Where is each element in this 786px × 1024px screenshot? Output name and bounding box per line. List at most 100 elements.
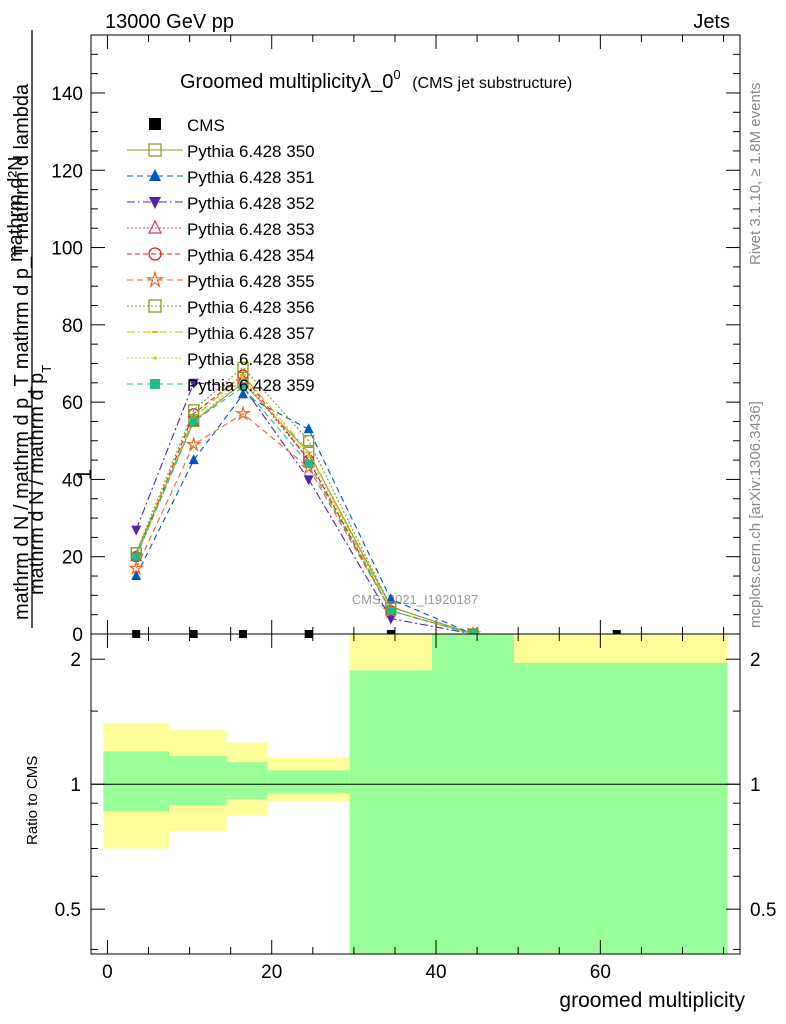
ratio-plot: 0.5 0.5 1 1 2 2 0 20 40 60 Ratio to CMS groomed … xyxy=(24,633,776,1012)
marker xyxy=(304,459,313,468)
ylabel-sub: T xyxy=(39,365,54,373)
marker xyxy=(238,382,247,391)
series-line xyxy=(135,385,474,635)
y-tick-label: 120 xyxy=(51,161,83,182)
marker xyxy=(303,435,315,447)
marker xyxy=(241,377,245,381)
ratio-band-green xyxy=(431,634,515,954)
ratio-band-green xyxy=(103,751,170,812)
y-tick-label: 60 xyxy=(62,393,83,414)
chart-title-sup: 0 xyxy=(393,67,400,82)
main-y-label-top: mathrm d²N xyxy=(5,156,27,262)
legend-label: Pythia 6.428 353 xyxy=(187,220,315,239)
series-line xyxy=(135,382,474,635)
ratio-band-green xyxy=(169,755,227,806)
marker xyxy=(188,378,199,389)
ratio-y-tick-label-right: 1 xyxy=(750,775,761,796)
rivet-note: Rivet 3.1.10, ≥ 1.8M events xyxy=(747,83,764,266)
main-y-label-numerator: 1 xyxy=(74,469,96,480)
series-line xyxy=(135,374,474,635)
legend-label: Pythia 6.428 359 xyxy=(187,376,315,395)
x-axis-label: groomed multiplicity xyxy=(559,989,745,1012)
legend-cms-label: CMS xyxy=(187,116,225,135)
ratio-y-tick-label: 2 xyxy=(70,650,81,671)
ratio-y-tick-label-right: 0.5 xyxy=(750,900,776,921)
ratio-y-tick-label: 0.5 xyxy=(55,900,81,921)
legend-label: Pythia 6.428 357 xyxy=(187,324,315,343)
header-right: Jets xyxy=(693,11,730,33)
chart-title-main: Groomed multiplicityλ_0 xyxy=(180,71,393,93)
header-left: 13000 GeV pp xyxy=(105,11,234,33)
marker xyxy=(185,435,203,452)
marker xyxy=(303,423,314,434)
marker xyxy=(148,299,162,313)
marker xyxy=(132,552,141,561)
chart-title: Groomed multiplicityλ_00 (CMS jet substr… xyxy=(180,62,572,93)
legend-label: Pythia 6.428 356 xyxy=(187,298,315,317)
marker xyxy=(385,614,396,625)
y-tick-label: 140 xyxy=(51,84,83,105)
y-tick-label: 20 xyxy=(62,548,83,569)
marker xyxy=(145,270,165,288)
marker xyxy=(149,169,161,181)
y-tick-label: 0 xyxy=(72,625,83,646)
watermark: CMS_2021_I1920187 xyxy=(352,592,479,607)
main-y-label-denominator: mathrm d N / mathrm d p_T mathrm d p_T m… xyxy=(11,83,33,620)
x-tick-label: 40 xyxy=(425,962,446,983)
x-tick-label: 0 xyxy=(102,962,113,983)
marker xyxy=(148,143,162,157)
marker xyxy=(149,197,161,209)
marker xyxy=(188,404,200,416)
legend-cms-marker xyxy=(149,118,161,130)
series-line xyxy=(135,378,474,635)
mcplots-note: mcplots.cern.ch [arXiv:1306.3436] xyxy=(747,401,764,628)
ratio-bands xyxy=(103,634,728,954)
main-y-label: 1 mathrm d N / mathrm d pT mathrm d²N ma… xyxy=(5,30,96,628)
y-tick-label: 40 xyxy=(62,470,83,491)
x-tick-label: 20 xyxy=(261,962,282,983)
marker xyxy=(234,404,252,421)
marker xyxy=(386,606,395,615)
marker xyxy=(131,525,142,536)
legend-label: Pythia 6.428 351 xyxy=(187,168,315,187)
marker xyxy=(237,361,249,373)
main-plot: 0 20 40 60 80 100 120 140 CMS_2021_I1920187 xyxy=(51,34,741,646)
marker xyxy=(131,570,142,581)
ratio-band-green xyxy=(226,762,268,800)
series-lines xyxy=(127,361,482,642)
legend: CMS Pythia 6.428 350 Pythia 6.428 351 Pythi… xyxy=(127,116,315,395)
x-tick-label: 60 xyxy=(590,962,611,983)
legend-label: Pythia 6.428 354 xyxy=(187,246,315,265)
chart-subtitle: (CMS jet substructure) xyxy=(412,75,572,92)
ratio-y-ticks: 0.5 0.5 1 1 2 2 xyxy=(55,650,776,950)
marker xyxy=(189,417,198,426)
legend-label: Pythia 6.428 358 xyxy=(187,350,315,369)
marker xyxy=(150,379,160,389)
ratio-y-tick-label: 1 xyxy=(70,775,81,796)
ratio-x-ticks: 0 20 40 60 xyxy=(102,634,725,983)
ratio-plot-frame xyxy=(90,633,741,955)
marker xyxy=(237,388,248,399)
marker xyxy=(188,454,199,465)
legend-label: Pythia 6.428 355 xyxy=(187,272,315,291)
legend-label: Pythia 6.428 350 xyxy=(187,142,315,161)
ratio-band-green xyxy=(514,662,728,954)
legend-label: Pythia 6.428 352 xyxy=(187,194,315,213)
y-tick-label: 100 xyxy=(51,239,83,260)
marker xyxy=(306,454,311,459)
series-line xyxy=(135,366,474,635)
marker xyxy=(148,219,162,234)
marker xyxy=(148,247,162,261)
main-y-ticks: 0 20 40 60 80 100 120 140 xyxy=(51,53,740,646)
marker xyxy=(303,475,314,486)
ratio-y-tick-label-right: 2 xyxy=(750,650,761,671)
marker xyxy=(127,559,145,576)
ratio-band-green xyxy=(267,770,350,794)
ylabel-lead: 1 xyxy=(74,469,96,480)
ratio-y-label: Ratio to CMS xyxy=(24,756,41,845)
series-line xyxy=(135,413,474,635)
ratio-band-green xyxy=(349,670,432,954)
y-tick-label: 80 xyxy=(62,316,83,337)
marker xyxy=(153,356,157,360)
